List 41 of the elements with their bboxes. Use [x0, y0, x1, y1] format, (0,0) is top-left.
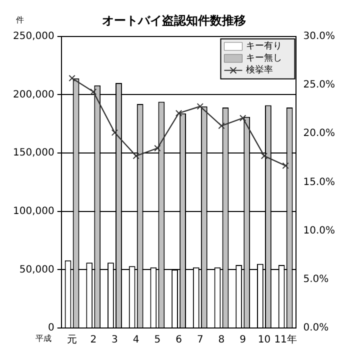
point	[282, 162, 289, 170]
y-tick-label: 100,000	[12, 206, 54, 217]
y2-tick-label: 25.0%	[303, 80, 336, 91]
legend-label: キー有り	[246, 40, 282, 52]
point	[196, 103, 204, 110]
x-tick-label: 5	[154, 334, 161, 346]
legend-label: 検挙率	[246, 64, 274, 76]
x-tick-label: 3	[112, 334, 118, 346]
text: 平成	[35, 334, 52, 343]
x-tick-label: 8	[218, 334, 225, 346]
y-tick-label: 150,000	[12, 148, 54, 159]
y-tick-label: 250,000	[12, 30, 54, 42]
y2-tick-label: 10.0%	[303, 225, 336, 236]
point	[260, 152, 268, 160]
y-tick-label: 200,000	[12, 89, 54, 100]
x-tick-label: 7	[196, 334, 204, 346]
point	[68, 74, 76, 82]
y2-tick-label: 0.0%	[303, 322, 329, 334]
chart-title: オートバイ盗認知件数推移	[102, 13, 246, 28]
x-tick-label: 6	[176, 334, 182, 346]
point	[111, 129, 118, 136]
y2-tick-label: 30.0%	[303, 30, 336, 42]
y2-tick-label: 15.0%	[303, 176, 336, 188]
point	[132, 152, 140, 160]
point	[240, 114, 246, 122]
x-tick-label: 4	[132, 334, 140, 346]
x-tick-label: 10	[258, 334, 271, 346]
y2-tick-label: 20.0%	[303, 128, 336, 140]
y-tick-label: 50,000	[19, 264, 54, 276]
text: 件	[16, 15, 24, 24]
x-tick-label: 元	[67, 334, 78, 346]
x-tick-label: 2	[90, 334, 97, 346]
y-tick-label: 0	[48, 322, 54, 334]
y2-tick-label: 5.0%	[303, 274, 329, 285]
point	[90, 88, 97, 96]
legend-label: キー無し	[246, 52, 282, 64]
x-tick-label: 9	[240, 334, 246, 346]
x-tick-label: 11年	[274, 334, 297, 346]
point	[154, 144, 161, 152]
point	[218, 122, 225, 130]
point	[175, 110, 182, 117]
